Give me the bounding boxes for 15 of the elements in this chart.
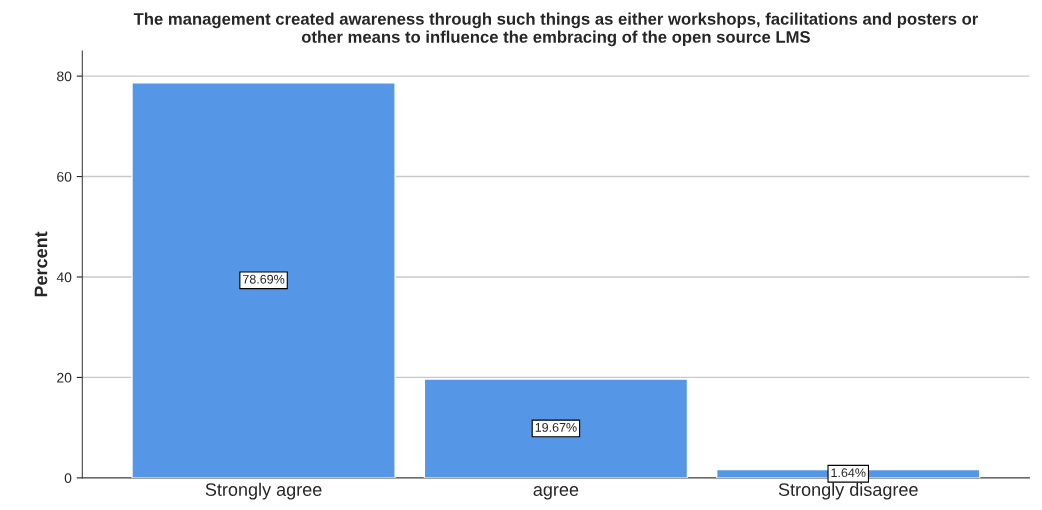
y-tick-label: 40 [56, 272, 72, 283]
y-tick-label: 60 [57, 171, 72, 182]
data-label: 19.67% [535, 422, 577, 432]
y-tick-label: 80 [57, 71, 72, 82]
y-axis-title: Percent [34, 231, 48, 297]
bar [131, 81, 396, 478]
data-label: 78.69% [243, 274, 285, 284]
x-tick-label: Strongly disagree [778, 482, 918, 500]
bar [423, 378, 689, 478]
y-tick-label: 20 [57, 372, 72, 383]
y-tick-label: 0 [64, 473, 72, 484]
x-tick-label: agree [533, 486, 579, 500]
x-tick-label: Strongly agree [205, 482, 322, 500]
chart-title: The management created awareness through such things as either workshops, facilitations and posters or other means to influence the embracing of the open source LMS [133, 12, 979, 47]
data-label: 1.64% [831, 468, 866, 478]
